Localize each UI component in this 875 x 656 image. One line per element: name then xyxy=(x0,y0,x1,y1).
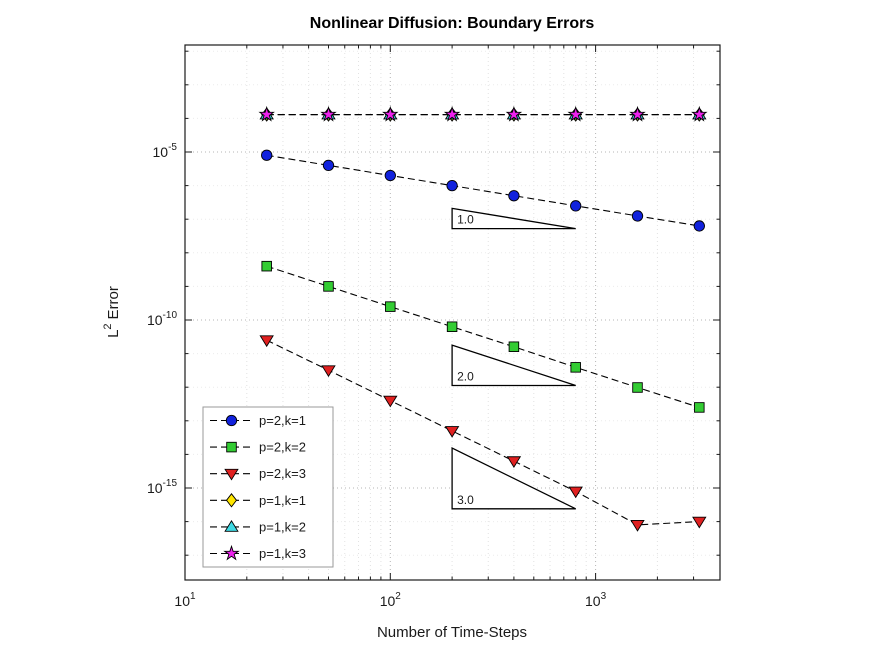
marker-triangle-down xyxy=(444,426,460,438)
marker-pentagram xyxy=(320,105,337,122)
marker-square xyxy=(261,260,272,272)
legend-label: p=1,k=1 xyxy=(259,493,306,508)
legend-label: p=1,k=2 xyxy=(259,519,306,534)
marker-diamond xyxy=(225,493,238,508)
marker-triangle-down xyxy=(321,365,336,378)
legend-label: p=2,k=3 xyxy=(259,466,306,481)
series-line-p2k2 xyxy=(266,265,700,408)
marker-triangle-down xyxy=(259,335,274,348)
marker-circle xyxy=(508,190,520,202)
legend-label: p=2,k=2 xyxy=(259,440,306,455)
marker-triangle-down xyxy=(568,486,583,499)
marker-triangle-down xyxy=(506,456,522,469)
marker-circle xyxy=(322,159,335,172)
marker-circle xyxy=(693,220,705,232)
marker-square xyxy=(694,402,705,413)
marker-pentagram xyxy=(567,105,584,122)
marker-square xyxy=(508,341,520,352)
tick-exponent: 3 xyxy=(601,591,607,602)
y-axis-label: L2 Error xyxy=(102,286,122,338)
tick-exponent: -5 xyxy=(168,142,177,153)
marker-pentagram xyxy=(505,105,523,122)
marker-square xyxy=(570,362,581,373)
marker-circle xyxy=(631,210,644,222)
marker-pentagram xyxy=(691,105,708,122)
marker-circle xyxy=(384,169,396,182)
marker-square xyxy=(226,441,237,453)
slope-triangle xyxy=(451,344,576,387)
y-tick-label: 10-5 xyxy=(153,142,178,160)
slope-triangle-label: 2.0 xyxy=(457,370,474,384)
marker-circle xyxy=(261,149,273,161)
tick-exponent: 1 xyxy=(190,591,196,602)
x-tick-label: 101 xyxy=(174,591,196,609)
y-label-base: L xyxy=(105,330,122,338)
tick-base: 10 xyxy=(585,593,601,609)
marker-square xyxy=(323,281,334,292)
legend-box xyxy=(202,406,334,568)
y-tick-label: 10-15 xyxy=(147,478,177,496)
legend-label: p=1,k=3 xyxy=(259,546,306,561)
marker-pentagram xyxy=(629,105,646,122)
marker-pentagram xyxy=(443,105,461,122)
marker-pentagram xyxy=(258,105,275,122)
marker-triangle-up xyxy=(224,520,239,532)
marker-square xyxy=(446,321,458,332)
marker-circle xyxy=(446,179,458,192)
marker-triangle-down xyxy=(383,395,398,408)
marker-circle xyxy=(570,200,582,212)
x-tick-label: 102 xyxy=(380,591,402,609)
tick-base: 10 xyxy=(153,144,169,160)
marker-square xyxy=(632,382,643,393)
tick-base: 10 xyxy=(147,312,163,328)
marker-triangle-down xyxy=(692,516,707,529)
y-label-superscript: 2 xyxy=(102,323,114,329)
slope-triangle-label: 1.0 xyxy=(457,213,474,227)
slope-triangle-label: 3.0 xyxy=(457,493,474,507)
slope-triangle xyxy=(451,207,576,230)
y-label-rest: Error xyxy=(105,286,122,319)
marker-triangle-down xyxy=(224,468,239,481)
x-axis-label: Number of Time-Steps xyxy=(377,624,527,641)
marker-pentagram xyxy=(382,105,399,122)
series-line-p2k1 xyxy=(266,154,700,227)
marker-circle xyxy=(225,414,238,427)
tick-exponent: 2 xyxy=(395,591,401,602)
marker-square xyxy=(385,301,396,312)
tick-base: 10 xyxy=(380,593,396,609)
tick-base: 10 xyxy=(147,480,163,496)
x-tick-label: 103 xyxy=(585,591,607,609)
slope-triangle xyxy=(451,447,576,510)
series-line-p2k3 xyxy=(266,339,700,526)
tick-base: 10 xyxy=(174,593,190,609)
legend-label: p=2,k=1 xyxy=(259,413,306,428)
chart-title: Nonlinear Diffusion: Boundary Errors xyxy=(310,15,595,32)
marker-triangle-down xyxy=(630,520,645,532)
y-tick-label: 10-10 xyxy=(147,310,177,328)
tick-exponent: -10 xyxy=(163,310,178,321)
marker-pentagram xyxy=(223,544,240,561)
plot-root: 1.0 2.0 3.0 p=2,k=1 p=2,k=2 p=2,k=3 p=1,k=1 p=1… xyxy=(147,44,721,609)
tick-exponent: -15 xyxy=(163,478,178,489)
